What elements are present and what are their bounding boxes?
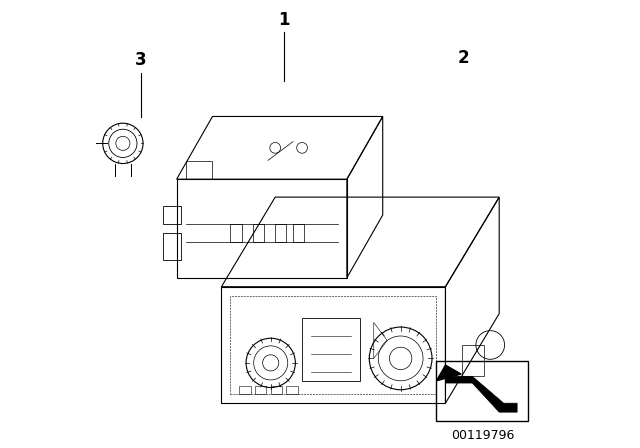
Polygon shape <box>436 365 461 381</box>
Bar <box>271 386 282 394</box>
Bar <box>255 386 266 394</box>
Bar <box>293 224 305 242</box>
Bar <box>275 224 287 242</box>
Bar <box>239 386 251 394</box>
Bar <box>287 386 298 394</box>
Text: 00119796: 00119796 <box>451 429 514 442</box>
Bar <box>230 296 436 394</box>
Bar <box>436 361 528 421</box>
Bar <box>253 224 264 242</box>
Bar <box>230 224 242 242</box>
Polygon shape <box>445 376 517 412</box>
Text: 3: 3 <box>135 52 147 69</box>
Bar <box>302 318 360 381</box>
Text: 2: 2 <box>458 49 469 67</box>
Bar <box>163 206 181 224</box>
Text: 1: 1 <box>278 11 290 29</box>
Bar <box>186 161 212 179</box>
Bar <box>163 233 181 260</box>
Bar <box>461 345 484 376</box>
